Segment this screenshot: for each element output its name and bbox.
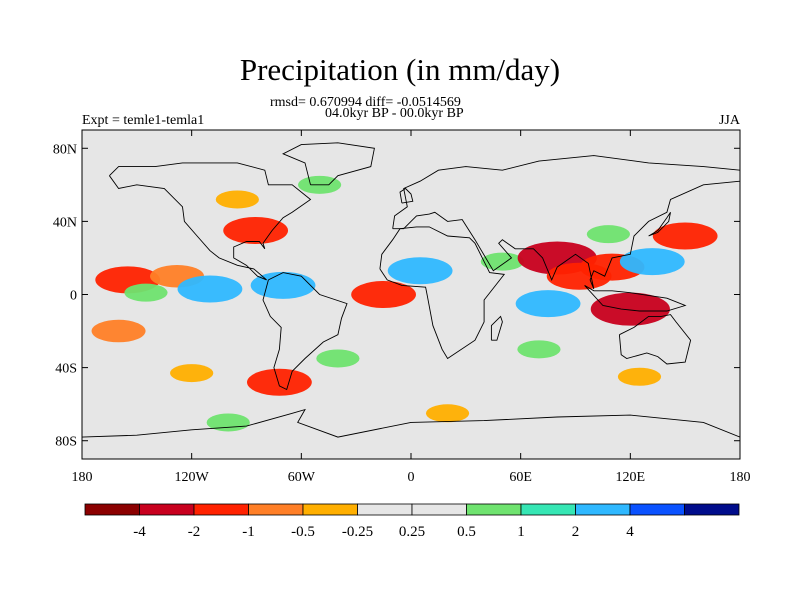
coastline-indonesia [584, 285, 687, 312]
season-label: JJA [718, 113, 740, 128]
y-axis: 80N 40N 0 40S 80S [53, 142, 740, 450]
experiment-label: Expt = temle1-temla1 [82, 113, 205, 128]
anomaly-patagonia-dry [247, 368, 312, 396]
anomaly-eastern-pacific-wet-band [124, 283, 168, 302]
colorbar-label: 0.25 [399, 524, 425, 540]
x-axis: 180 120W 60W 0 60E 120E 180 [72, 130, 751, 485]
colorbar-label: 0.5 [457, 524, 476, 540]
anomaly-south-atlantic-wet [316, 349, 360, 368]
x-tick-label: 60E [509, 470, 532, 485]
anomaly-indian-ocean-wet [515, 290, 581, 318]
anomaly-canada-dry [215, 190, 259, 209]
colorbar-swatch [139, 503, 195, 516]
coastline-japan-uk [648, 212, 671, 237]
colorbar-swatch [684, 503, 740, 516]
coastline-south-america [262, 272, 348, 391]
colorbar-label: 2 [572, 524, 580, 540]
coastline-greenland [282, 142, 375, 186]
colorbar-label: 4 [626, 524, 634, 540]
anomaly-china-wet [586, 225, 631, 244]
coastline-australia [618, 314, 692, 365]
colorbar-swatch [466, 503, 522, 516]
anomaly-sahel-wet [387, 257, 453, 285]
colorbar-swatch [248, 503, 304, 516]
period-line: 04.0kyr BP - 00.0kyr BP [325, 106, 464, 121]
colorbar-label: -1 [242, 524, 255, 540]
anomaly-layer [91, 175, 718, 432]
coastlines [82, 142, 740, 438]
colorbar-label: 1 [517, 524, 525, 540]
stats-line: rmsd= 0.670994 diff= -0.0514569 [270, 95, 461, 110]
anomaly-western-pacific-wet [619, 248, 685, 276]
colorbar-label: -0.25 [342, 524, 373, 540]
y-tick-label: 80N [53, 142, 77, 157]
colorbar-swatch [302, 503, 358, 516]
colorbar-swatch [520, 503, 576, 516]
colorbar-swatch [84, 503, 140, 516]
anomaly-northwest-pacific-dry [652, 222, 718, 250]
colorbar: -4 -2 -1 -0.5 -0.25 0.25 0.5 1 2 4 [84, 503, 740, 540]
anomaly-australia-south-dry [617, 367, 662, 386]
x-tick-label: 120W [175, 470, 210, 485]
colorbar-label: -2 [188, 524, 201, 540]
anomaly-north-america-east-dry [223, 217, 289, 245]
anomaly-south-indian-ocean-wet [517, 340, 561, 359]
colorbar-swatch [357, 503, 413, 516]
coastline-africa-eurasia [379, 226, 506, 360]
y-tick-label: 0 [70, 289, 77, 304]
colorbar-swatch [193, 503, 249, 516]
coastline-eurasia [392, 155, 740, 290]
x-tick-label: 180 [730, 470, 751, 485]
anomaly-south-pacific-dry [91, 319, 146, 343]
colorbar-label: -0.5 [291, 524, 315, 540]
coastline-antarctica [82, 408, 740, 438]
coastline-north-america [109, 162, 312, 281]
anomaly-southern-ocean-dry [170, 364, 214, 383]
anomaly-central-america-wet [177, 275, 243, 303]
anomaly-atlantic-itcz-dry [351, 281, 416, 308]
anomaly-caribbean-wet [250, 271, 316, 299]
y-tick-label: 80S [55, 435, 77, 450]
coastline-madagascar [490, 315, 503, 341]
x-tick-label: 0 [408, 470, 415, 485]
x-tick-label: 60W [288, 470, 316, 485]
plot-title: Precipitation (in mm/day) [239, 52, 561, 87]
colorbar-swatch [629, 503, 685, 516]
anomaly-indonesia-dry [590, 292, 670, 326]
coastline-britain [399, 187, 414, 204]
x-tick-label: 180 [72, 470, 93, 485]
x-tick-label: 120E [616, 470, 646, 485]
colorbar-swatch [411, 503, 467, 516]
colorbar-label: -4 [133, 524, 146, 540]
anomaly-arabia-wet [480, 252, 524, 271]
anomaly-antarctic-coast-dry [425, 404, 470, 423]
y-tick-label: 40S [55, 362, 77, 377]
colorbar-swatch [575, 503, 631, 516]
y-tick-label: 40N [53, 215, 77, 230]
